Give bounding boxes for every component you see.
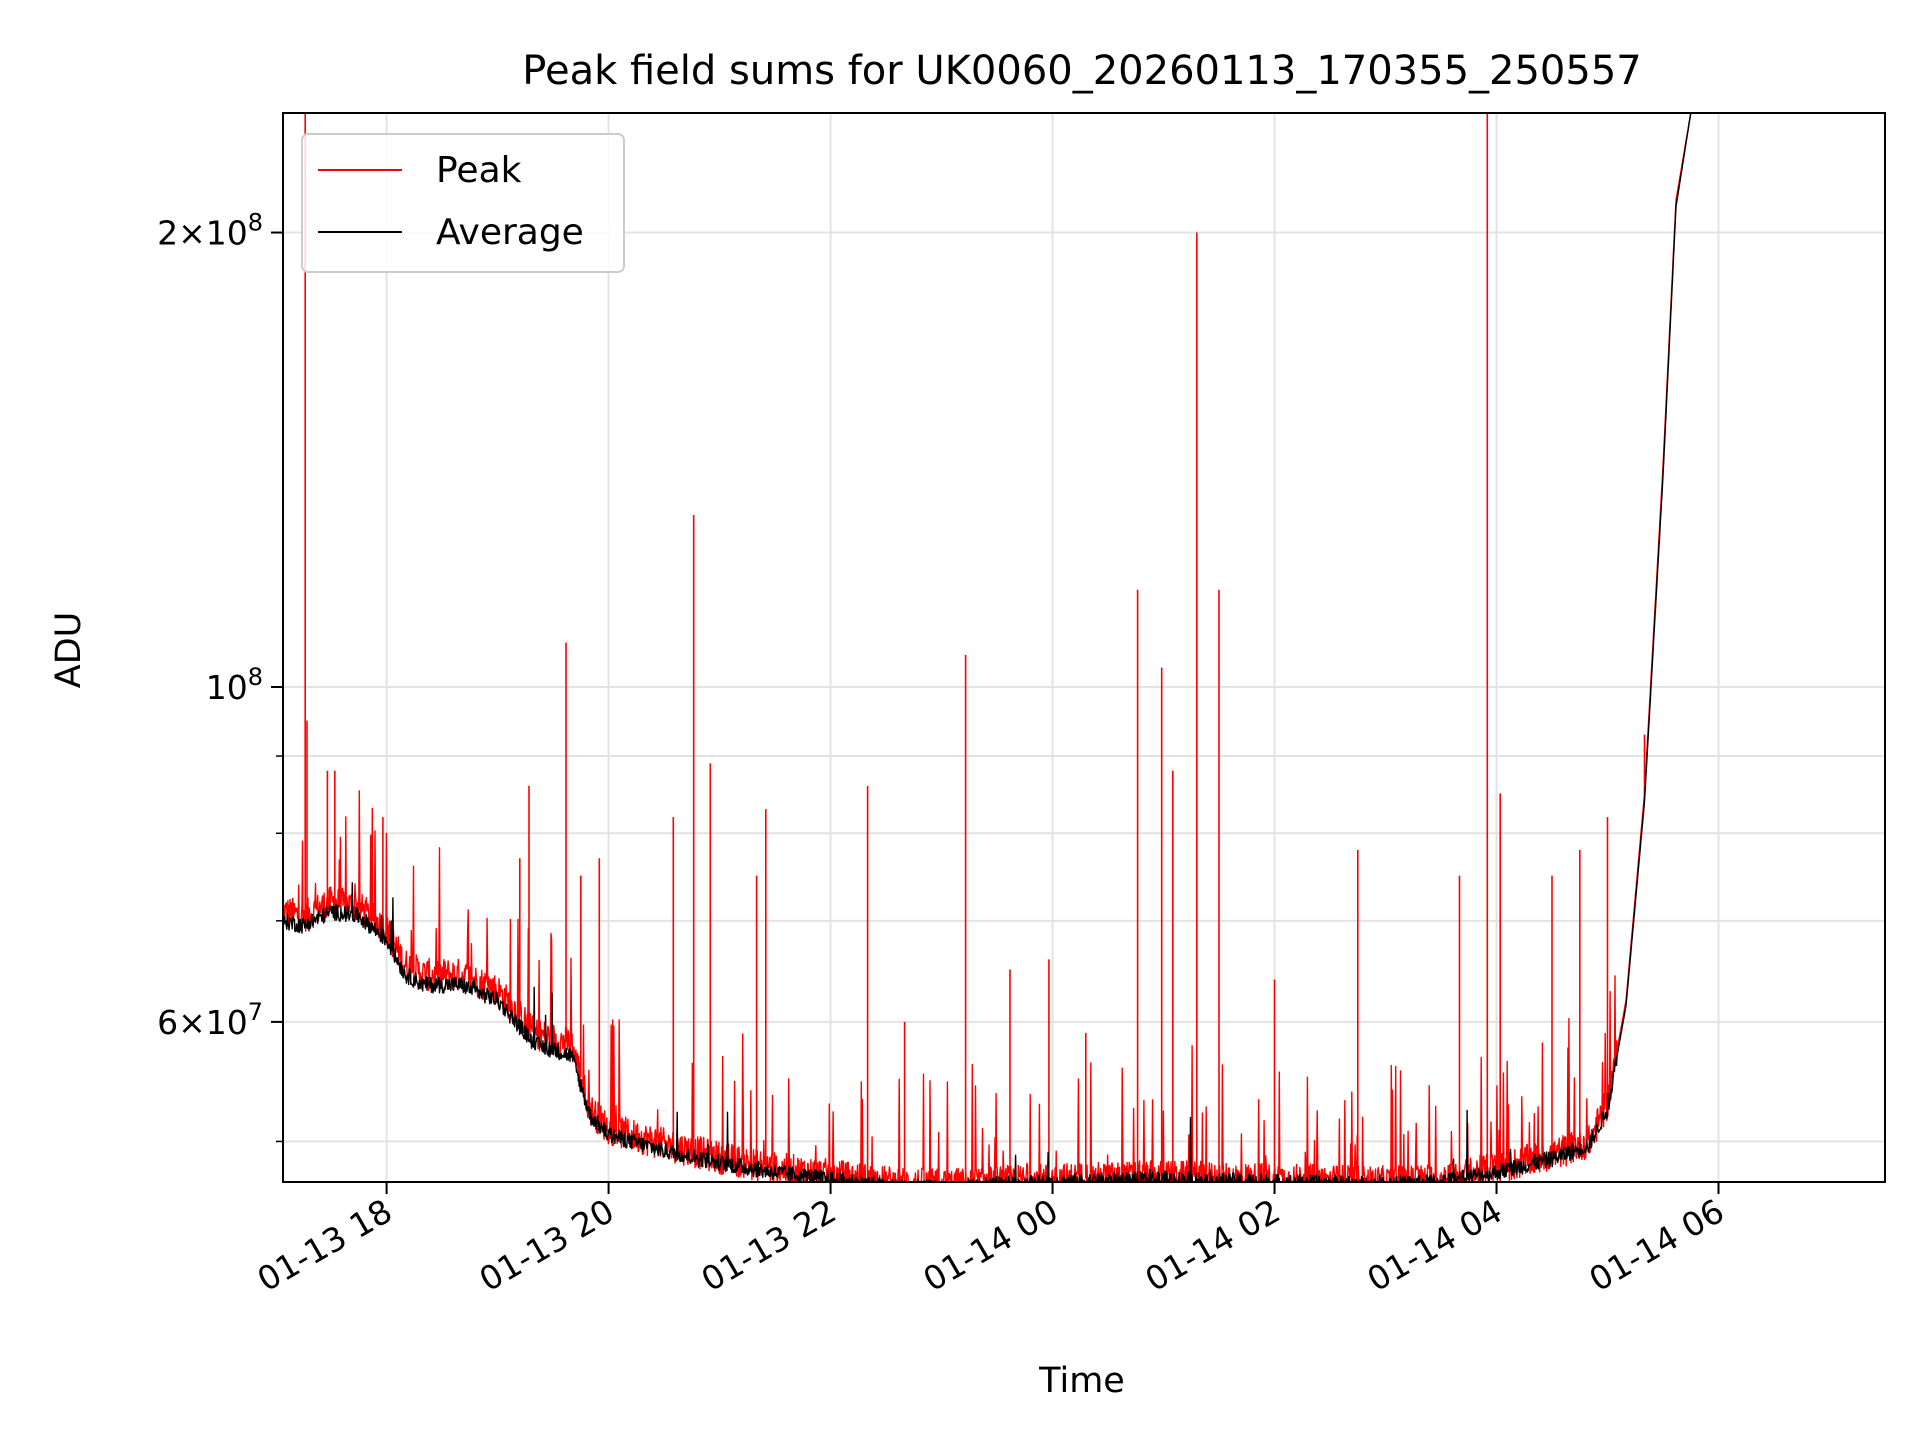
- y-tick-label: 2×108: [157, 209, 263, 253]
- plot-frame: [282, 112, 1886, 1183]
- series-area: [283, 113, 1692, 1182]
- legend: Peak Average: [301, 133, 625, 273]
- y-axis-label: ADU: [49, 612, 89, 689]
- y-tick-label-exponent: 8: [248, 209, 263, 237]
- y-tick-label: 6×107: [157, 998, 263, 1042]
- chart-title: Peak field sums for UK0060_20260113_1703…: [522, 48, 1641, 94]
- legend-label-average: Average: [436, 212, 584, 253]
- series-line-average: [283, 113, 1692, 1182]
- y-tick-label-base: 2×10: [157, 214, 248, 253]
- grid: [283, 113, 1885, 1182]
- legend-label-peak: Peak: [436, 150, 522, 191]
- y-tick-label-exponent: 7: [248, 998, 263, 1026]
- series-line-peak: [283, 113, 1692, 1182]
- series-peak: [283, 113, 1692, 1182]
- y-tick-label-exponent: 8: [248, 663, 263, 691]
- y-tick-label-base: 6×10: [157, 1003, 248, 1042]
- y-tick-label-base: 10: [206, 668, 248, 707]
- x-axis-label: Time: [1038, 1361, 1125, 1401]
- legend-box: [301, 133, 625, 273]
- series-average: [283, 113, 1692, 1182]
- y-tick-label: 108: [206, 663, 263, 707]
